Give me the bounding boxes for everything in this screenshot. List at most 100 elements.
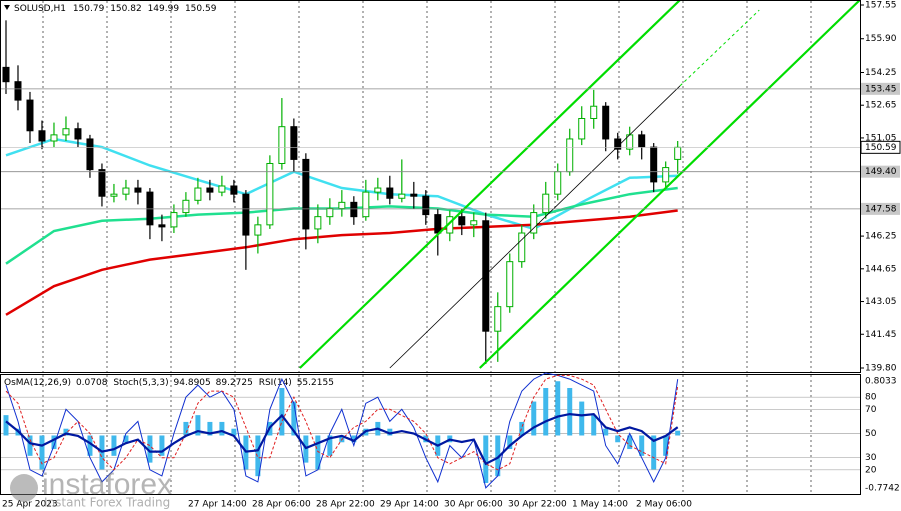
watermark-brand: instaforex	[42, 468, 172, 501]
candle-body	[554, 171, 562, 195]
candle-body	[590, 105, 598, 120]
y-tick-label: 155.90	[865, 34, 897, 44]
candle-body	[302, 158, 310, 230]
candle-body	[38, 130, 46, 142]
candle-body	[422, 195, 430, 216]
candle-body	[50, 134, 58, 142]
osma-limit-label: 0.8033	[865, 377, 897, 387]
osma-bar	[531, 401, 537, 436]
header: SOLUSD,H1 150.79 150.82 149.99 150.59	[14, 4, 217, 14]
level-label: 153.45	[865, 84, 897, 94]
candle-body	[506, 261, 514, 308]
candle-body	[386, 187, 394, 199]
candle-body	[602, 105, 610, 140]
osma-bar	[651, 435, 657, 470]
osma-bar	[63, 428, 69, 436]
x-tick-label: 27 Apr 14:00	[188, 500, 247, 510]
level-label: 149.40	[865, 167, 897, 177]
osma-bar	[147, 435, 153, 463]
candle-body	[350, 201, 358, 218]
osc-tick-label: 70	[865, 405, 877, 415]
candle-body	[338, 201, 346, 209]
osma-bar	[327, 435, 333, 456]
candle-body	[170, 212, 178, 228]
rsi-name: RSI(14)	[259, 378, 292, 388]
rsi-last: 55.2155	[297, 378, 334, 388]
trend-channel	[679, 9, 760, 87]
osc-tick-label: 80	[865, 393, 877, 403]
candle-body	[518, 232, 526, 263]
x-tick-label: 30 Apr 22:00	[508, 500, 567, 510]
x-tick-label: 2 May 06:00	[636, 500, 692, 510]
osma-limit-label: -0.7742	[865, 484, 900, 494]
osma-bar	[627, 435, 633, 450]
oscillator-header: OsMA(12,26,9) 0.0708 Stoch(5,3,3) 94.890…	[4, 378, 334, 388]
low: 149.99	[148, 4, 180, 14]
osma-bar	[483, 435, 489, 483]
candle-body	[122, 187, 130, 195]
candle-body	[14, 81, 22, 101]
osma-bar	[51, 435, 57, 450]
stoch-line	[5, 372, 679, 489]
osma-bar	[591, 415, 597, 436]
x-tick-label: 28 Apr 22:00	[316, 500, 375, 510]
osma-bar	[315, 435, 321, 470]
candle-body	[86, 138, 94, 171]
symbol: SOLUSD,H1	[14, 4, 66, 14]
osma-bar	[87, 435, 93, 456]
osma-bar	[579, 401, 585, 436]
osma-bar	[219, 421, 225, 436]
moving-average	[5, 209, 678, 316]
osma-bar	[255, 435, 261, 477]
current-price-label: 150.59	[865, 143, 897, 153]
oscillator-frame	[0, 374, 861, 495]
candle-body	[278, 126, 286, 164]
osma-bar	[387, 428, 393, 436]
candle-body	[242, 193, 250, 236]
osc-tick-label: 30	[865, 453, 877, 463]
stoch-name: Stoch(5,3,3)	[113, 378, 168, 388]
candle-body	[110, 193, 118, 197]
candle-body	[62, 128, 70, 136]
candle-body	[146, 191, 154, 226]
y-tick-label: 154.25	[865, 68, 897, 78]
osma-bar	[183, 421, 189, 436]
y-tick-label: 143.05	[865, 297, 897, 307]
main-frame	[0, 0, 861, 373]
level-label: 147.58	[865, 204, 897, 214]
logo-mark	[10, 474, 38, 502]
candle-body	[458, 216, 466, 226]
osma-bar	[279, 388, 285, 436]
candle-body	[650, 146, 658, 183]
y-tick-label: 139.80	[865, 364, 897, 374]
trend-channel	[389, 85, 681, 369]
candle-body	[134, 187, 142, 193]
header-arrow	[4, 5, 10, 10]
osma-bar	[663, 435, 669, 456]
moving-average	[5, 137, 678, 231]
osma-bar	[519, 421, 525, 436]
osma-bar	[195, 415, 201, 436]
y-tick-label: 144.65	[865, 264, 897, 274]
osma-bar	[555, 381, 561, 436]
stoch-last: 94.8905	[174, 378, 211, 388]
y-tick-label: 157.55	[865, 1, 897, 11]
y-tick-label: 146.25	[865, 232, 897, 242]
open: 150.79	[73, 4, 105, 14]
osma-bar	[231, 428, 237, 436]
candle-body	[290, 126, 298, 160]
osma-bar	[567, 388, 573, 436]
candle-body	[638, 134, 646, 148]
osc-tick-label: 20	[865, 465, 877, 475]
candle-body	[482, 220, 490, 332]
osma-bar	[291, 401, 297, 436]
osc-tick-label: 50	[865, 429, 877, 439]
osma-bar	[159, 435, 165, 456]
trend-channel	[479, 1, 860, 369]
high: 150.82	[110, 4, 142, 14]
x-tick-label: 1 May 14:00	[572, 500, 628, 510]
y-tick-label: 152.65	[865, 101, 897, 111]
stoch-signal-line	[5, 374, 679, 471]
osma-bar	[111, 435, 117, 456]
